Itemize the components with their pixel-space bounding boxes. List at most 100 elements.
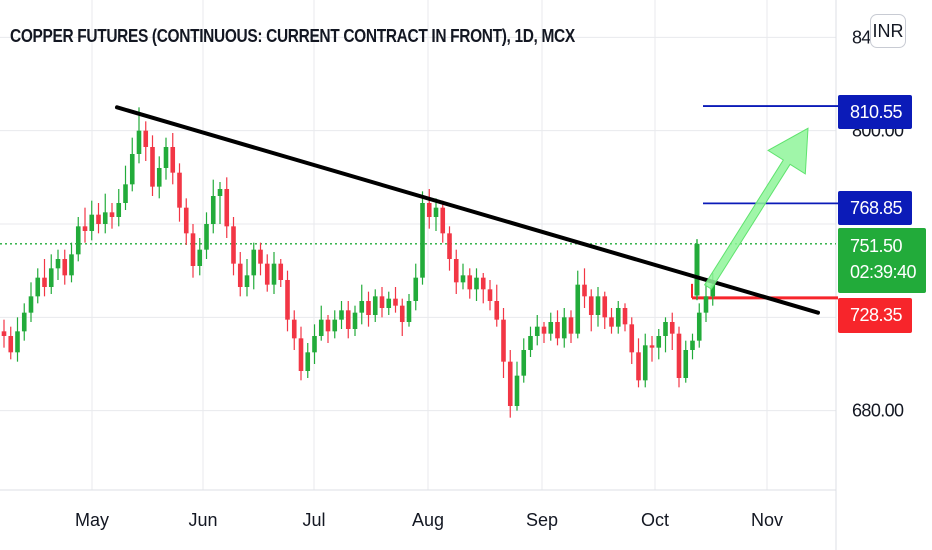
candle xyxy=(541,322,547,343)
candle xyxy=(197,238,203,276)
last-price-label: 751.50 02:39:40 xyxy=(838,228,926,293)
candle-body xyxy=(582,284,587,297)
candle-body xyxy=(339,310,344,320)
x-tick-label: May xyxy=(75,510,109,530)
candle-body xyxy=(69,254,74,276)
candle-body xyxy=(123,184,128,203)
candle xyxy=(298,326,304,381)
candle xyxy=(305,343,311,378)
x-tick-label: Jun xyxy=(188,510,217,530)
candles xyxy=(1,107,716,418)
candle-body xyxy=(352,312,358,329)
candle xyxy=(271,252,277,294)
candle xyxy=(204,212,209,259)
candle-body xyxy=(521,350,527,376)
candle xyxy=(129,137,135,192)
candle-body xyxy=(109,212,115,217)
candle-body xyxy=(534,326,540,336)
candle-body xyxy=(129,154,135,185)
candle xyxy=(318,305,324,341)
x-tick-label: Sep xyxy=(526,510,558,530)
last-price-value: 751.50 xyxy=(850,236,903,256)
candle xyxy=(656,329,662,360)
candle-body xyxy=(528,336,533,350)
candle-body xyxy=(318,319,324,336)
drawings[interactable] xyxy=(115,105,820,315)
candle-body xyxy=(501,319,506,362)
candle-body xyxy=(21,312,27,332)
candle xyxy=(521,338,527,383)
candle-body xyxy=(15,331,20,353)
candle xyxy=(494,284,500,327)
candle-body xyxy=(305,352,311,371)
currency-button[interactable]: INR xyxy=(870,14,906,48)
candle-body xyxy=(298,338,304,371)
candle-body xyxy=(291,319,297,339)
candle-body xyxy=(460,275,466,283)
candle-body xyxy=(694,243,700,296)
candle xyxy=(629,317,635,364)
candle xyxy=(82,207,88,243)
candle-body xyxy=(595,296,601,315)
candle-body xyxy=(8,336,14,353)
candle xyxy=(480,273,486,304)
candle-body xyxy=(676,333,682,378)
candle-body xyxy=(143,130,149,147)
candle-body xyxy=(237,263,243,287)
candle-body xyxy=(568,317,574,334)
candle-body xyxy=(453,259,459,283)
candle-body xyxy=(379,296,385,308)
projection-arrow[interactable] xyxy=(703,127,809,290)
candle xyxy=(224,177,230,238)
candle xyxy=(568,310,574,343)
candle xyxy=(474,268,479,301)
candle xyxy=(602,291,608,329)
candle xyxy=(352,305,358,336)
candle xyxy=(136,107,142,164)
candle-body xyxy=(690,340,695,350)
candle xyxy=(393,287,398,313)
candle xyxy=(588,289,594,332)
candle xyxy=(595,287,601,327)
candle xyxy=(332,310,338,339)
candle xyxy=(156,156,162,199)
candle xyxy=(190,224,196,278)
trendline[interactable] xyxy=(115,105,820,315)
candle xyxy=(703,282,709,322)
candle xyxy=(528,326,533,357)
candle-body xyxy=(285,280,290,320)
candle-body xyxy=(75,226,81,255)
candle-body xyxy=(433,207,439,217)
candle-body xyxy=(42,277,47,287)
target-2-price-label: 810.55 xyxy=(838,95,912,129)
candle-body xyxy=(48,268,54,287)
candle-body xyxy=(426,203,432,217)
candle xyxy=(561,308,567,348)
candle-body xyxy=(28,296,34,313)
candle-body xyxy=(210,196,216,224)
candle xyxy=(170,133,176,185)
candle-body xyxy=(642,345,648,381)
bar-countdown: 02:39:40 xyxy=(850,262,917,282)
x-tick-label: Jul xyxy=(302,510,325,530)
candle xyxy=(28,282,34,322)
candle xyxy=(325,315,331,343)
candle xyxy=(177,163,182,222)
candle xyxy=(399,298,405,336)
candle xyxy=(163,137,169,180)
candle xyxy=(42,259,47,297)
candle-body xyxy=(406,301,412,322)
candle xyxy=(217,182,223,224)
candle-body xyxy=(710,284,716,297)
candle xyxy=(694,239,700,301)
candle-body xyxy=(399,305,405,322)
candle xyxy=(575,270,581,339)
candle xyxy=(251,242,257,290)
grid xyxy=(0,0,836,490)
candle-body xyxy=(96,214,101,224)
candle xyxy=(467,268,473,299)
candle-body xyxy=(271,263,277,285)
candle-body xyxy=(393,298,398,306)
